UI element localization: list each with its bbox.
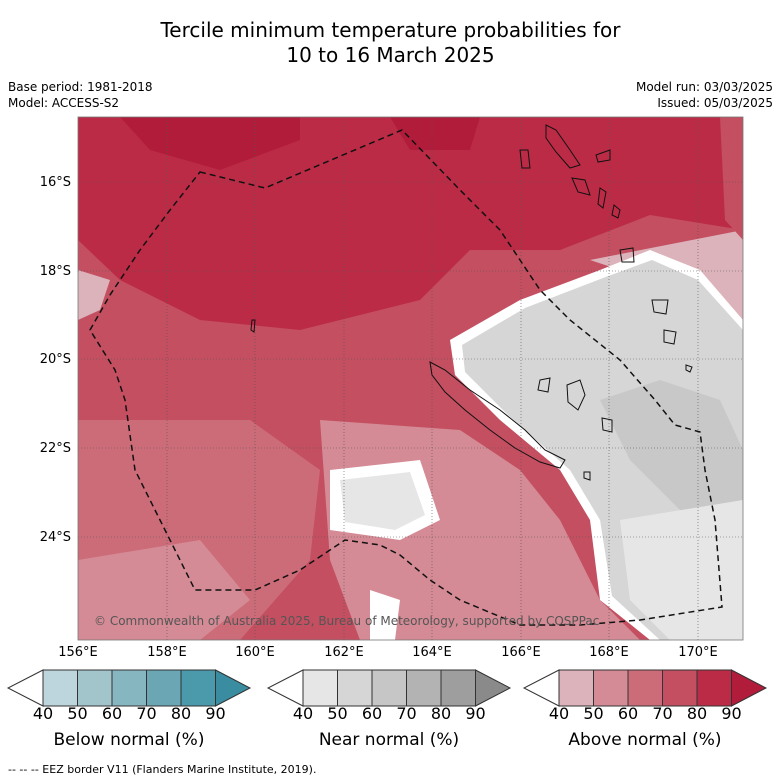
- chart-title: Tercile minimum temperature probabilitie…: [0, 18, 781, 68]
- tick-label: 70: [396, 704, 417, 723]
- probability-field: [78, 117, 743, 640]
- tick-label: 40: [292, 704, 314, 723]
- lat-label-18s: 18°S: [39, 264, 71, 279]
- tick-label: 50: [583, 704, 604, 723]
- tick-label: 60: [101, 704, 123, 723]
- below-normal-label: Below normal (%): [53, 730, 205, 750]
- tick-label: 40: [32, 704, 54, 723]
- tick-label: 60: [617, 704, 639, 723]
- lon-label-170e: 170°E: [678, 645, 718, 660]
- colorbar-below-normal: [6, 669, 252, 707]
- map-frame: [77, 116, 744, 641]
- above-70-region: [720, 117, 743, 240]
- vanuatu-islands: [519, 124, 693, 373]
- lon-label-164e: 164°E: [412, 645, 452, 660]
- grid-lines: [78, 117, 743, 640]
- lon-label-156e: 156°E: [58, 645, 98, 660]
- tick-label: 80: [430, 704, 452, 723]
- eez-border: [89, 129, 723, 626]
- island-outline: [566, 379, 586, 411]
- issued-date: Issued: 05/03/2025: [657, 96, 773, 110]
- lat-label-20s: 20°S: [39, 352, 71, 367]
- lon-label-162e: 162°E: [324, 645, 364, 660]
- tick-label: 50: [67, 704, 88, 723]
- copyright-notice: © Commonwealth of Australia 2025, Bureau…: [94, 614, 600, 628]
- tick-label: 80: [686, 704, 708, 723]
- lon-label-158e: 158°E: [147, 645, 187, 660]
- tick-label: 50: [327, 704, 348, 723]
- lat-label-24s: 24°S: [39, 530, 71, 545]
- near-normal-white-border: [370, 590, 400, 640]
- near-40-region: [340, 472, 425, 530]
- near-40-region: [620, 500, 743, 640]
- lon-label-168e: 168°E: [589, 645, 629, 660]
- island-outline: [250, 319, 256, 333]
- meta-right: Model run: 03/03/2025 Issued: 05/03/2025: [636, 79, 773, 111]
- new-caledonia-island: [429, 361, 566, 469]
- near-60-region: [600, 380, 743, 520]
- base-period: Base period: 1981-2018: [8, 80, 153, 94]
- colorbar-near-normal: [266, 669, 512, 707]
- tick-label: 90: [205, 704, 226, 723]
- tick-label: 90: [465, 704, 486, 723]
- tick-label: 70: [652, 704, 673, 723]
- meta-left: Base period: 1981-2018 Model: ACCESS-S2: [8, 79, 153, 111]
- colorbar-above-normal: [522, 669, 768, 707]
- island-outline: [583, 471, 591, 481]
- above-50-region: [78, 540, 250, 640]
- tick-label: 80: [170, 704, 192, 723]
- title-line-2: 10 to 16 March 2025: [286, 43, 495, 67]
- lat-label-16s: 16°S: [39, 175, 71, 190]
- lon-label-160e: 160°E: [235, 645, 275, 660]
- tick-label: 40: [548, 704, 570, 723]
- above-80-region: [78, 117, 743, 330]
- title-line-1: Tercile minimum temperature probabilitie…: [160, 18, 621, 42]
- model-run: Model run: 03/03/2025: [635, 80, 773, 94]
- eez-legend-footer: -- -- -- EEZ border V11 (Flanders Marine…: [8, 763, 317, 776]
- above-40-region: [78, 270, 110, 320]
- model-name: Model: ACCESS-S2: [8, 96, 120, 110]
- tick-label: 90: [721, 704, 742, 723]
- island-outline: [601, 417, 613, 433]
- lon-label-166e: 166°E: [501, 645, 541, 660]
- tick-label: 70: [136, 704, 157, 723]
- near-normal-label: Near normal (%): [318, 730, 460, 750]
- island-outline: [537, 377, 551, 393]
- lat-label-22s: 22°S: [39, 441, 71, 456]
- tick-label: 60: [361, 704, 383, 723]
- above-normal-label: Above normal (%): [568, 730, 722, 750]
